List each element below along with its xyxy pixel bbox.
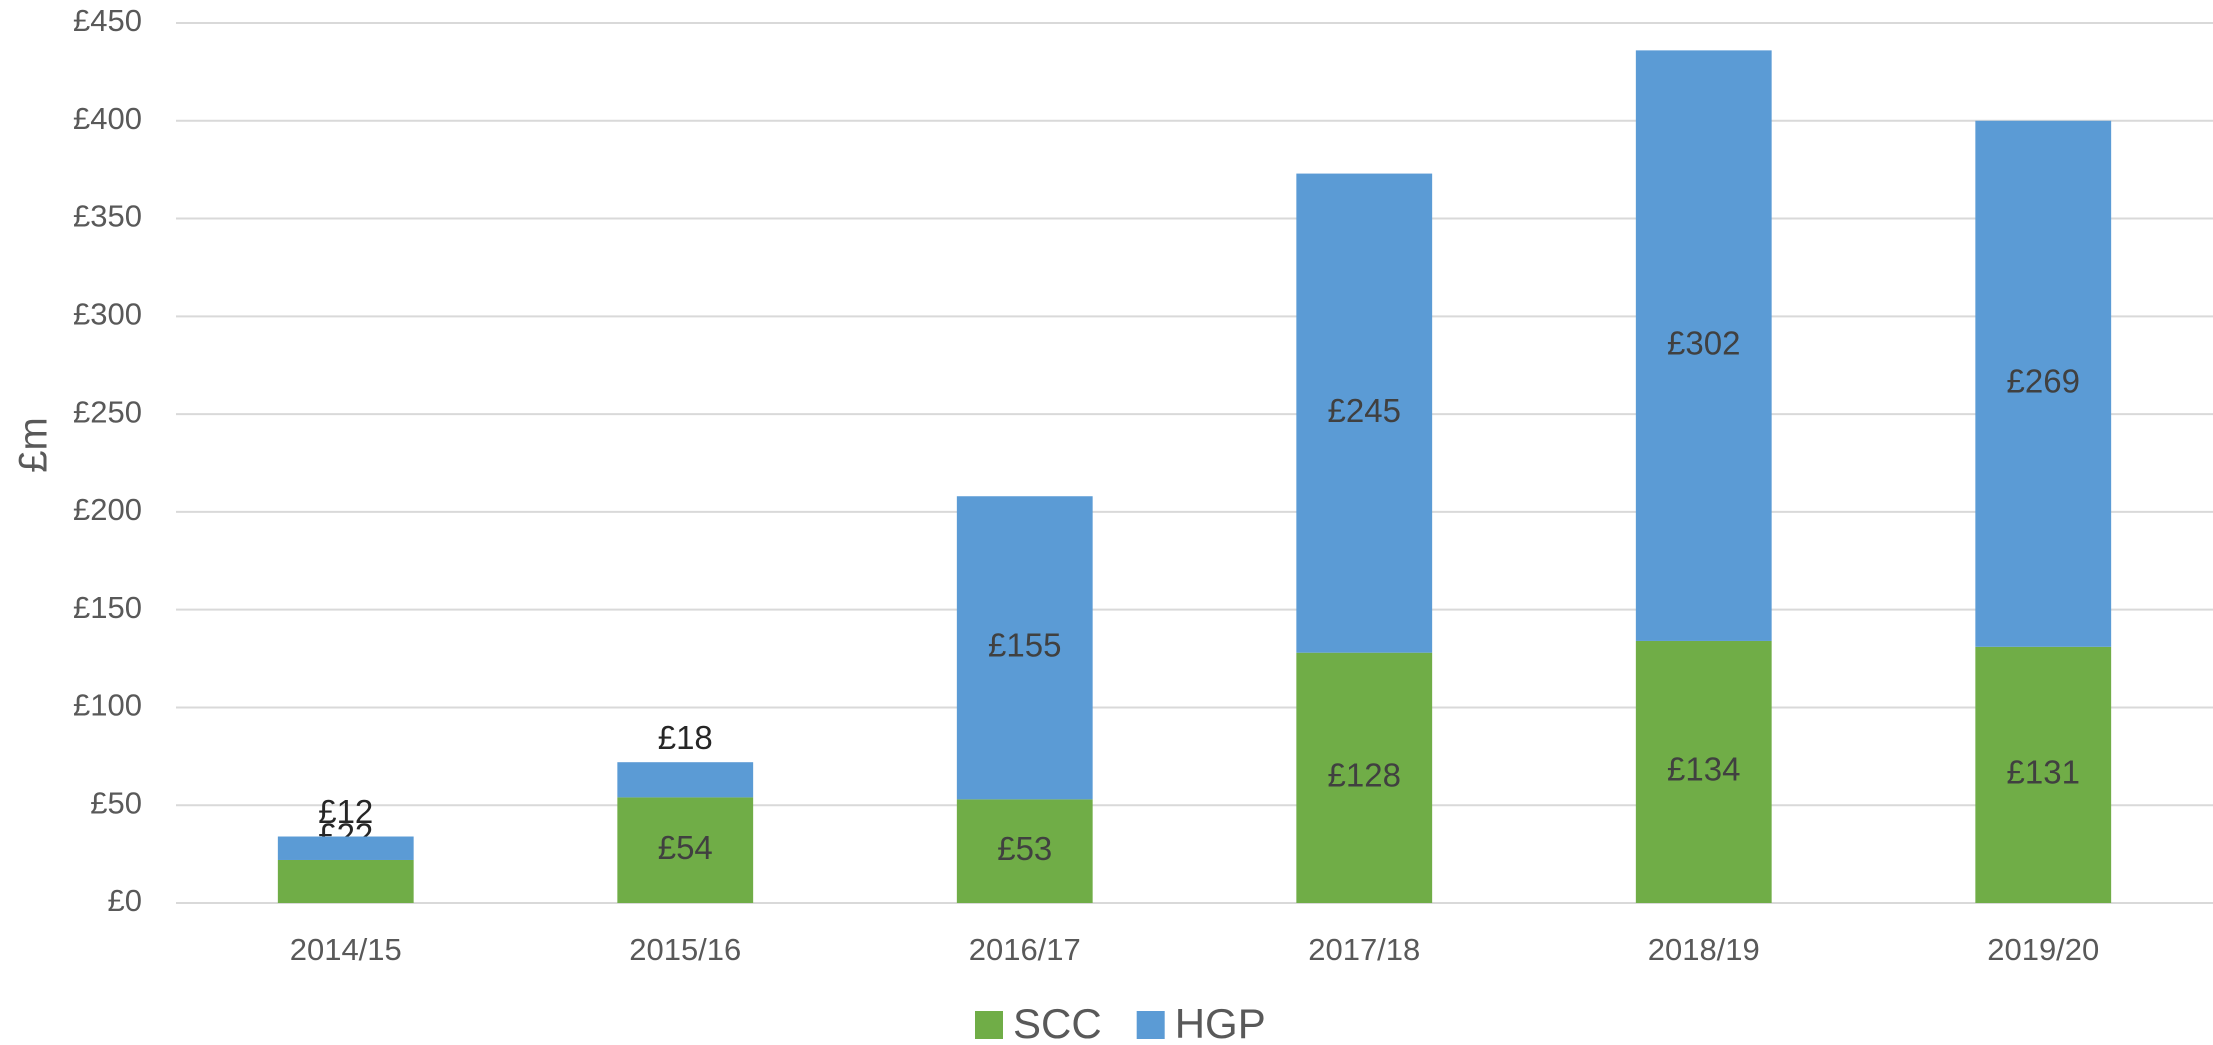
bar-segment <box>1635 640 1772 903</box>
bar-segment <box>277 836 414 860</box>
y-axis-label: £m <box>12 417 56 473</box>
y-tick-label: £300 <box>73 297 142 332</box>
y-tick-label: £200 <box>73 492 142 527</box>
y-tick-label: £250 <box>73 394 142 429</box>
data-label: £128 <box>1328 757 1401 794</box>
data-label: £131 <box>2007 754 2080 791</box>
data-label: £12 <box>318 793 373 830</box>
y-tick-label: £350 <box>73 199 142 234</box>
y-tick-label: £450 <box>73 3 142 38</box>
x-tick-label: 2015/16 <box>629 932 741 967</box>
data-label: £269 <box>2007 363 2080 400</box>
bar-segment <box>956 799 1093 903</box>
data-label: £245 <box>1328 392 1401 429</box>
bar-segment <box>1975 646 2112 903</box>
bar-segment <box>1975 120 2112 647</box>
x-tick-label: 2017/18 <box>1308 932 1420 967</box>
bar-segment <box>1635 50 1772 641</box>
data-label: £302 <box>1667 324 1740 361</box>
y-tick-label: £400 <box>73 101 142 136</box>
legend-label: SCC <box>1013 1000 1102 1045</box>
x-tick-label: 2014/15 <box>290 932 402 967</box>
bar-segment <box>956 496 1093 800</box>
legend-swatch <box>1136 1011 1165 1039</box>
y-tick-label: £0 <box>108 883 142 918</box>
data-label: £53 <box>997 830 1052 867</box>
bar-segment <box>1296 652 1433 903</box>
data-label: £54 <box>658 829 713 866</box>
legend-label: HGP <box>1175 1000 1266 1045</box>
y-tick-label: £100 <box>73 688 142 723</box>
legend-swatch <box>975 1011 1003 1039</box>
bar-segment <box>617 762 754 798</box>
bar-segment <box>617 797 754 903</box>
data-label: £134 <box>1667 751 1740 788</box>
x-tick-label: 2018/19 <box>1648 932 1760 967</box>
x-tick-label: 2016/17 <box>969 932 1081 967</box>
bar-segment <box>277 859 414 903</box>
bar-segment <box>1296 173 1433 653</box>
data-label: £155 <box>988 627 1061 664</box>
data-label: £18 <box>658 719 713 756</box>
y-tick-label: £150 <box>73 590 142 625</box>
y-tick-label: £50 <box>90 785 142 820</box>
x-tick-label: 2019/20 <box>1987 932 2099 967</box>
